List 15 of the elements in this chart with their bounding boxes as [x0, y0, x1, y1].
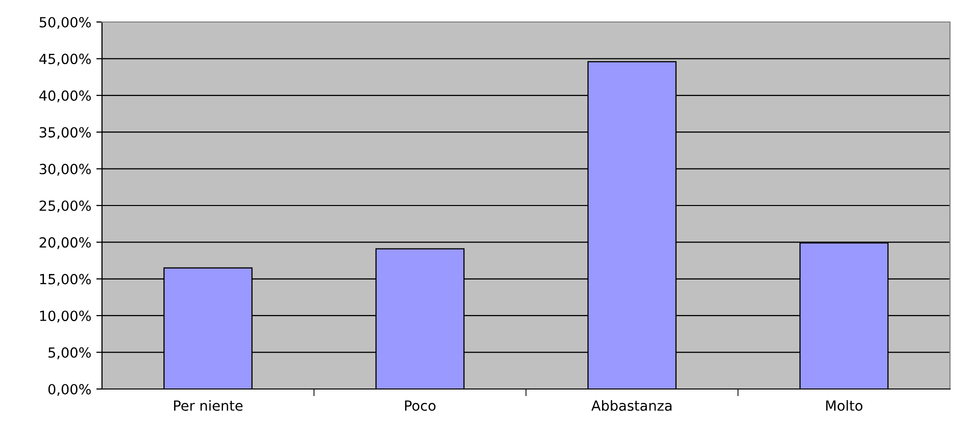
y-tick-label: 30,00% — [40, 164, 91, 176]
y-tick-label: 25,00% — [40, 200, 91, 212]
y-tick-label: 5,00% — [48, 347, 91, 360]
y-tick-label: 45,00% — [39, 54, 91, 66]
y-tick-label: 50,00% — [40, 16, 91, 29]
x-tick-label: Poco — [405, 400, 436, 411]
y-tick-label: 10,00% — [40, 310, 91, 322]
y-tick-label: 40,00% — [39, 90, 91, 102]
x-tick-label: Per niente — [174, 400, 243, 411]
x-tick-label: Abbastanza — [591, 400, 672, 411]
y-tick-label: 35,00% — [40, 127, 91, 139]
y-tick-label: 15,00% — [40, 274, 91, 286]
y-tick-label: 20,00% — [40, 237, 91, 250]
x-tick-label: Molto — [826, 400, 862, 411]
y-tick-label: 0,00% — [48, 384, 91, 396]
